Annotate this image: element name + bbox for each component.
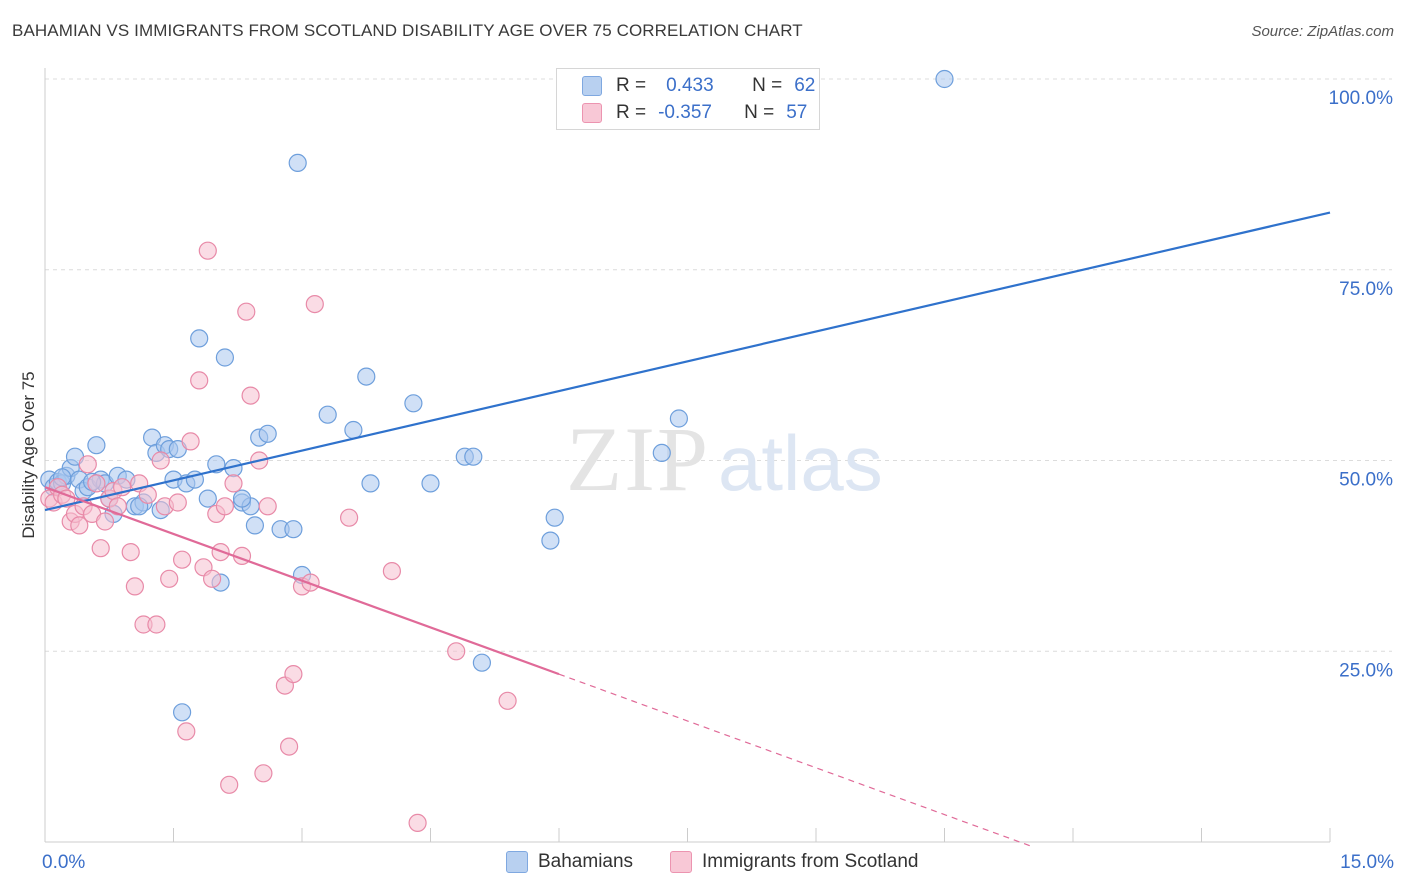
scotland-trend-extension — [558, 673, 1031, 847]
series-legend-bahamians[interactable]: Bahamians — [506, 851, 633, 873]
bahamian-point — [288, 153, 307, 172]
scotland-point — [198, 241, 217, 260]
correlation-legend: R = 0.433 N = 62 R = -0.357 N = 57 — [556, 68, 820, 130]
legend-n-value: 62 — [794, 75, 816, 96]
scotland-point — [224, 474, 243, 493]
axis-layer — [44, 68, 1331, 843]
legend-r-value: -0.357 — [658, 102, 712, 123]
bahamian-trend-line — [44, 211, 1331, 512]
scotland-point — [190, 371, 209, 390]
trend-layer — [44, 211, 1331, 847]
scotland-point — [173, 550, 192, 569]
y-tick-labels: 25.0% 50.0% 75.0% 100.0% — [1329, 88, 1394, 681]
bahamian-point — [284, 520, 303, 539]
legend-r-label: R = — [616, 102, 647, 123]
watermark: ZIP atlas — [566, 408, 883, 510]
bahamian-point — [173, 703, 192, 722]
series-swatch-blue — [506, 851, 528, 873]
scotland-point — [160, 569, 179, 588]
scotland-point — [340, 508, 359, 527]
scotland-point — [254, 764, 273, 783]
chart-title: BAHAMIAN VS IMMIGRANTS FROM SCOTLAND DIS… — [12, 21, 803, 40]
x-tick-label-max: 15.0% — [1340, 852, 1394, 873]
legend-swatch-blue — [582, 76, 602, 96]
legend-n-value: 57 — [786, 102, 808, 123]
scotland-point — [258, 497, 277, 516]
scotland-point — [382, 561, 401, 581]
bahamian-point — [464, 447, 483, 466]
scotland-point — [215, 497, 234, 516]
series-legend: Bahamians Immigrants from Scotland — [0, 851, 1406, 877]
y-tick-label: 25.0% — [1339, 660, 1393, 681]
source-label: Source: ZipAtlas.com — [1251, 23, 1394, 40]
scotland-point — [220, 775, 239, 794]
scotland-point — [168, 493, 187, 512]
grid-layer — [45, 78, 1392, 652]
y-tick-label: 50.0% — [1339, 470, 1393, 491]
scotland-point — [138, 485, 157, 504]
series-legend-label: Bahamians — [538, 851, 634, 872]
legend-row-bahamians: R = 0.433 N = 62 — [582, 73, 815, 99]
bahamian-point — [190, 329, 209, 348]
bahamian-point — [541, 531, 560, 550]
bahamian-point — [87, 436, 106, 455]
bahamian-point — [669, 409, 689, 428]
scotland-point — [91, 539, 110, 558]
legend-swatch-pink — [582, 103, 602, 123]
legend-n-label: N = — [752, 75, 783, 96]
scotland-point — [151, 451, 170, 470]
legend-row-scotland: R = -0.357 N = 57 — [582, 100, 807, 126]
series-legend-label: Immigrants from Scotland — [702, 851, 919, 872]
scotland-point — [447, 642, 466, 661]
bahamian-point — [404, 394, 423, 413]
scotland-point — [147, 615, 166, 634]
scotland-point — [95, 512, 115, 531]
bahamian-point — [421, 474, 440, 493]
scotland-point — [280, 737, 299, 756]
points-layer — [40, 69, 954, 833]
scotland-point — [70, 516, 89, 535]
scotland-point — [78, 455, 97, 474]
scotland-point — [237, 302, 256, 321]
bahamian-point — [215, 348, 234, 367]
bahamian-point — [357, 367, 376, 386]
scotland-point — [181, 432, 200, 451]
bahamian-point — [935, 69, 954, 89]
series-swatch-pink — [670, 851, 692, 873]
series-legend-scotland[interactable]: Immigrants from Scotland — [670, 851, 918, 873]
scotland-point — [408, 813, 427, 833]
scotland-point — [498, 691, 517, 710]
bahamian-point — [344, 420, 363, 440]
scotland-point — [241, 386, 260, 405]
bahamian-point — [232, 489, 252, 508]
bahamian-point — [258, 424, 277, 443]
bahamian-point — [198, 489, 217, 508]
watermark-atlas: atlas — [718, 419, 883, 507]
y-tick-label: 100.0% — [1329, 88, 1394, 109]
bahamian-point — [245, 516, 264, 535]
bahamian-point — [472, 653, 491, 672]
scotland-trend-line — [44, 486, 560, 676]
scotland-point — [284, 664, 303, 684]
scotland-point — [87, 474, 106, 493]
legend-r-value: 0.433 — [666, 75, 714, 96]
scotland-point — [305, 295, 324, 314]
legend-n-label: N = — [744, 102, 775, 123]
legend-r-label: R = — [616, 75, 647, 96]
scotland-point — [125, 577, 144, 596]
bahamian-point — [318, 405, 337, 424]
scotland-point — [301, 573, 320, 592]
scotland-point — [121, 542, 140, 562]
watermark-zip: ZIP — [566, 408, 710, 510]
x-tick-label-min: 0.0% — [42, 852, 86, 873]
scotland-point — [203, 569, 222, 588]
y-axis-label: Disability Age Over 75 — [19, 371, 38, 538]
scotland-point — [177, 722, 196, 741]
bahamian-point — [545, 508, 564, 527]
y-tick-label: 75.0% — [1339, 279, 1393, 300]
bahamian-point — [652, 443, 671, 462]
bahamian-point — [361, 474, 380, 493]
